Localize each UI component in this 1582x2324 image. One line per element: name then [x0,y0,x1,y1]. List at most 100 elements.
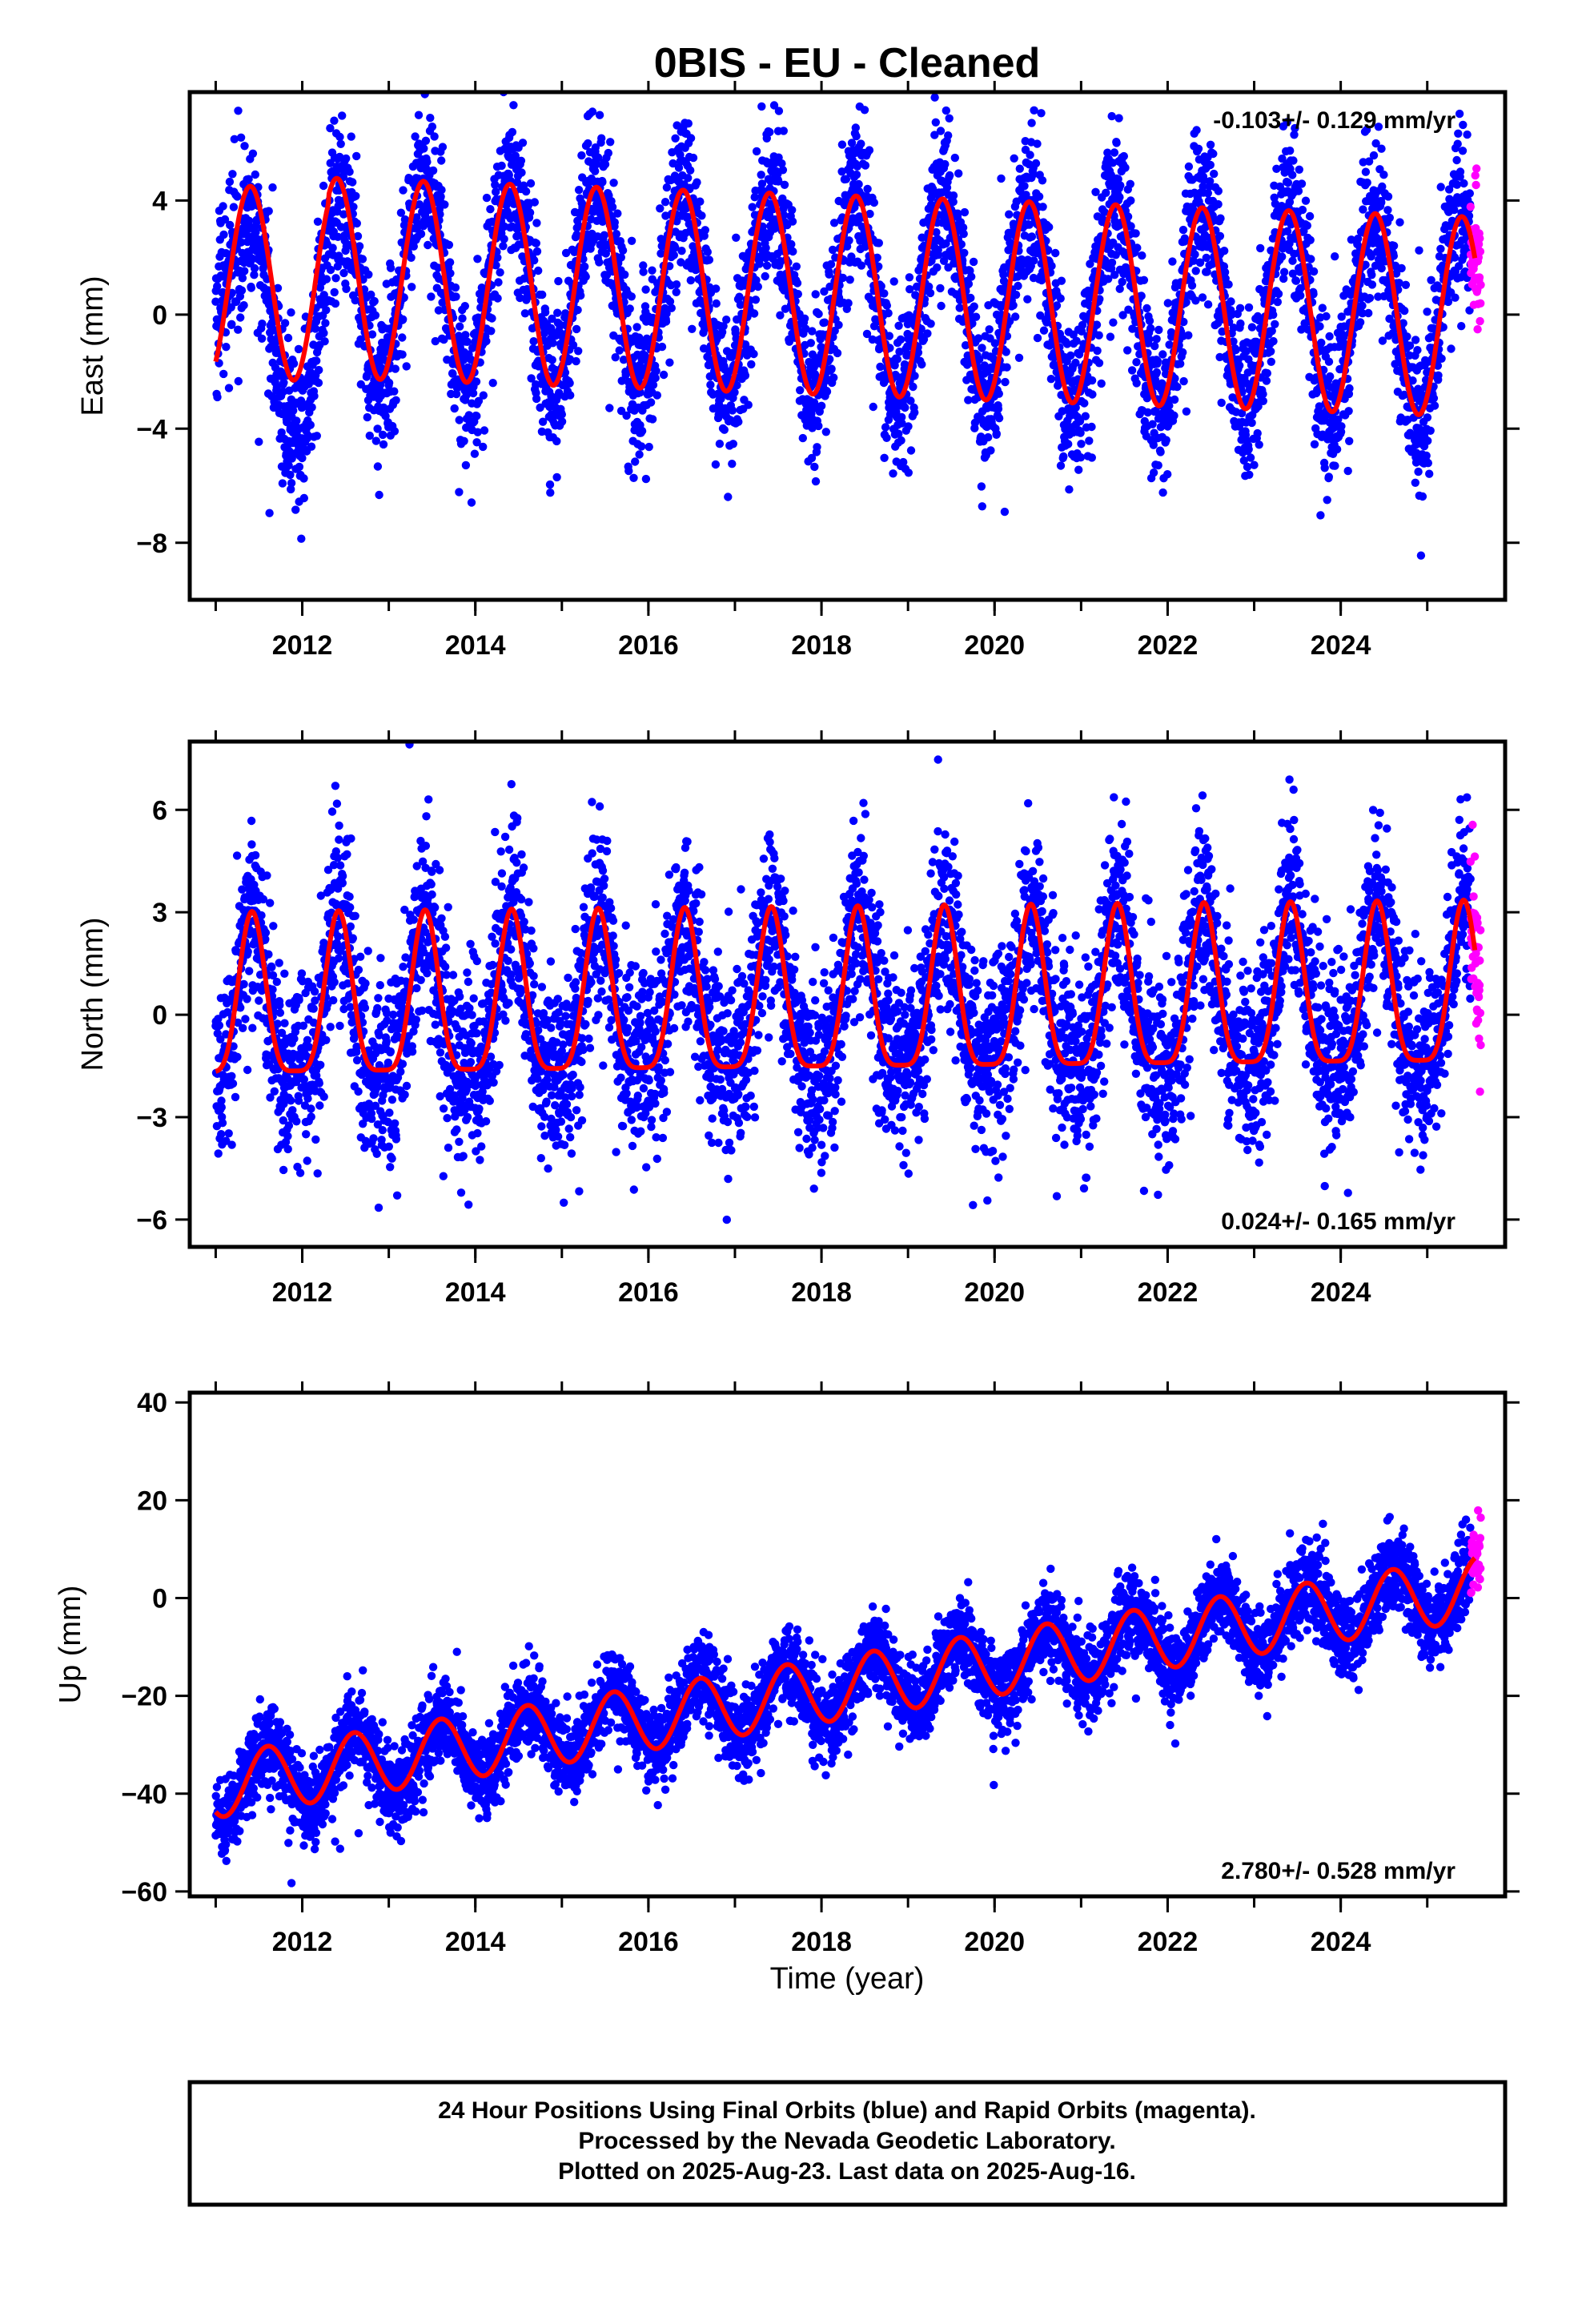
data-point [1115,193,1124,202]
data-point [1259,396,1268,405]
data-point [440,200,449,209]
data-point [748,203,757,211]
data-point [703,247,712,256]
data-point [1066,351,1075,360]
data-point [351,191,360,200]
data-point [728,406,737,415]
data-point [342,284,351,293]
data-point [440,335,448,344]
data-point [328,243,337,252]
data-point [482,336,491,346]
data-point [610,218,619,227]
data-point [264,207,273,215]
data-point [1383,206,1392,215]
data-point [222,343,231,352]
data-point [464,411,473,420]
data-point [601,249,610,258]
data-point [736,300,745,309]
data-point [1364,308,1373,318]
data-point [696,197,705,206]
data-point [971,312,981,321]
data-point [479,391,488,400]
data-point [1046,375,1056,384]
data-point [1247,418,1256,428]
data-point [889,277,898,286]
data-point [811,476,821,486]
data-point [715,440,725,448]
data-point [1253,428,1262,438]
data-point [959,229,968,239]
data-point [1126,179,1135,188]
data-point [581,272,590,281]
data-point [1318,304,1327,312]
data-point [665,297,675,306]
data-point [880,289,889,298]
data-point [793,279,802,287]
data-point [574,221,583,231]
data-point [659,370,669,380]
data-point [641,474,651,484]
data-point [1116,181,1125,190]
data-point [1014,353,1024,362]
data-point [600,231,608,239]
data-point [820,318,829,327]
data-point [436,210,444,219]
data-point [297,534,306,543]
data-point [234,376,243,386]
data-point [1283,178,1293,187]
data-point [538,290,547,300]
data-point [1011,312,1020,321]
data-point [371,436,380,445]
data-point [834,320,843,329]
data-point [548,314,556,324]
data-point [1325,332,1334,341]
data-point [370,296,379,306]
data-point [399,315,408,324]
data-point [595,111,604,119]
data-point [949,191,958,200]
data-point [1127,366,1137,375]
data-point [1215,231,1225,240]
data-point [1247,323,1257,332]
data-point [331,274,340,283]
data-point [712,284,721,293]
data-point [292,416,301,425]
data-point [580,262,589,271]
data-point [1263,368,1272,378]
data-point [1139,275,1149,284]
data-point [312,356,321,365]
data-point [857,139,865,148]
data-point [333,262,342,271]
data-point [950,153,960,163]
data-point [1331,252,1339,261]
data-point [646,398,656,407]
data-point [516,156,526,165]
data-point [969,257,978,267]
data-point [1059,452,1068,461]
data-point [430,132,439,141]
data-point [299,474,308,483]
data-point [461,331,470,340]
data-point [910,408,919,417]
data-point [1056,461,1066,470]
data-point [900,360,909,369]
data-point [776,311,785,320]
data-point [1145,335,1154,344]
data-point [492,187,500,196]
data-point [1094,331,1103,340]
data-point [677,247,686,255]
data-point [1102,188,1110,197]
data-point [593,153,603,162]
data-point [566,391,575,400]
data-point [298,453,307,463]
data-point [446,269,455,278]
data-point [865,146,874,155]
data-point [1206,160,1215,170]
data-point [1088,390,1097,399]
data-point [618,246,628,255]
data-point [1383,192,1393,201]
data-point [219,369,228,379]
data-point [1191,250,1199,259]
data-point [1119,151,1129,161]
data-point [1301,196,1311,205]
